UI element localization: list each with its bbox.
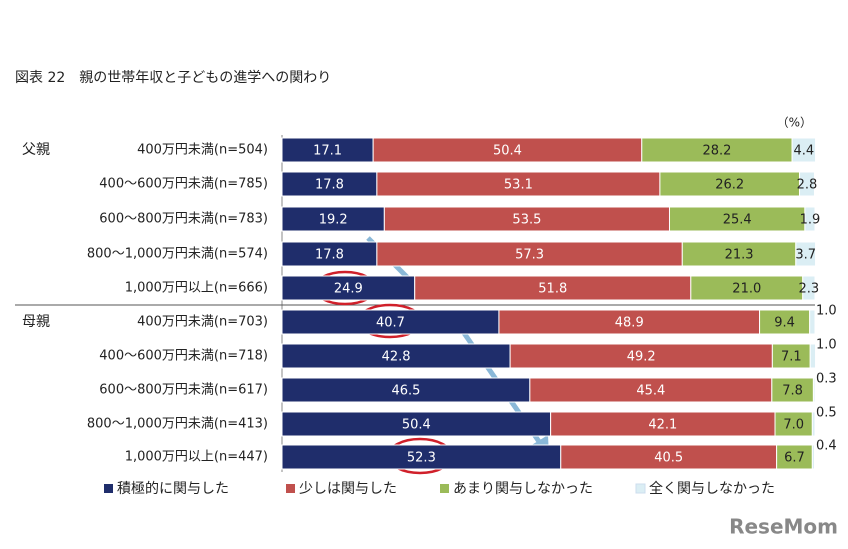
bar-segment — [376, 171, 661, 197]
data-label: 17.8 — [315, 248, 344, 263]
group-label: 母親 — [22, 314, 50, 330]
data-label: 42.1 — [648, 418, 677, 433]
data-label: 25.4 — [723, 213, 752, 228]
bar-segment — [414, 275, 692, 301]
bar-segment — [383, 206, 670, 232]
data-label: 24.9 — [334, 282, 363, 297]
bar-segment — [281, 444, 562, 470]
bar-segment — [281, 343, 511, 369]
data-label: 40.7 — [376, 316, 405, 331]
data-label: 48.9 — [615, 316, 644, 331]
bar-segment — [809, 309, 816, 335]
legend-label: 全く関与しなかった — [649, 480, 775, 497]
bar-segment — [668, 206, 806, 232]
watermark: ReseMom — [729, 515, 838, 539]
bar-segment — [811, 444, 815, 470]
bar-segment — [774, 411, 813, 437]
bar-segment — [281, 411, 552, 437]
data-label: 1.0 — [816, 304, 837, 319]
unit-label: （%） — [777, 116, 812, 130]
data-label: 7.1 — [781, 350, 802, 365]
bar-segment — [641, 137, 793, 163]
data-label: 40.5 — [654, 451, 683, 466]
data-label: 9.4 — [774, 316, 795, 331]
bar-segment — [281, 171, 378, 197]
y-tick-label: 800～1,000万円未満(n=574) — [87, 247, 268, 262]
bar-segment — [376, 241, 683, 267]
data-label: 0.5 — [816, 406, 837, 421]
data-label: 4.4 — [793, 144, 814, 159]
y-tick-label: 600～800万円未満(n=783) — [99, 212, 268, 227]
bar-segment — [550, 411, 776, 437]
data-label: 17.8 — [315, 178, 344, 193]
bar-segment — [811, 411, 816, 437]
bar-segment — [690, 275, 804, 301]
bar-segment — [281, 275, 416, 301]
bar-segment — [372, 137, 643, 163]
y-tick-label: 800～1,000万円未満(n=413) — [87, 417, 268, 432]
legend-label: あまり関与しなかった — [453, 481, 593, 497]
bar-segment — [759, 309, 811, 335]
y-tick-label: 400万円未満(n=703) — [137, 315, 268, 330]
bar-segment — [776, 444, 813, 470]
legend-swatch — [635, 483, 646, 494]
bar-segment — [802, 275, 816, 301]
data-label: 53.5 — [512, 213, 541, 228]
bar-segment — [799, 171, 815, 197]
data-label: 1.9 — [800, 213, 821, 228]
legend-label: 少しは関与した — [299, 481, 397, 497]
data-label: 0.4 — [816, 439, 837, 454]
data-label: 21.3 — [725, 248, 754, 263]
data-label: 57.3 — [515, 248, 544, 263]
group-label: 父親 — [22, 142, 50, 158]
data-label: 46.5 — [391, 384, 420, 399]
legend-swatch — [286, 484, 295, 493]
data-label: 26.2 — [715, 178, 744, 193]
y-tick-label: 1,000万円以上(n=666) — [125, 281, 268, 296]
data-label: 49.2 — [627, 350, 656, 365]
data-label: 53.1 — [504, 178, 533, 193]
data-label: 17.1 — [313, 144, 342, 159]
y-tick-label: 400～600万円未満(n=718) — [99, 349, 268, 364]
data-label: 2.8 — [797, 178, 818, 193]
y-tick-label: 400万円未満(n=504) — [137, 143, 268, 158]
bar-segment — [804, 206, 816, 232]
data-label: 50.4 — [402, 418, 431, 433]
data-label: 52.3 — [407, 451, 436, 466]
bar-segment — [281, 377, 531, 403]
data-label: 19.2 — [319, 213, 348, 228]
bar-segment — [281, 206, 385, 232]
bar-segment — [795, 241, 817, 267]
chart-title: 図表 22 親の世帯年収と子どもの進学への関わり — [15, 70, 331, 86]
bar-segment — [659, 171, 801, 197]
y-tick-label: 600～800万円未満(n=617) — [99, 383, 268, 398]
data-label: 1.0 — [816, 338, 837, 353]
data-label: 7.0 — [783, 418, 804, 433]
data-label: 0.3 — [816, 372, 837, 387]
data-label: 50.4 — [493, 144, 522, 159]
y-tick-label: 1,000万円以上(n=447) — [125, 450, 268, 465]
bar-segment — [281, 309, 500, 335]
legend-swatch — [104, 484, 113, 493]
data-label: 6.7 — [784, 451, 805, 466]
bar-segment — [771, 343, 811, 369]
legend-label: 積極的に関与した — [117, 481, 229, 497]
data-label: 28.2 — [702, 144, 731, 159]
data-label: 2.3 — [799, 282, 820, 297]
bar-segment — [791, 137, 817, 163]
data-label: 3.7 — [795, 248, 816, 263]
data-label: 51.8 — [538, 282, 567, 297]
data-label: 45.4 — [636, 384, 665, 399]
bar-segment — [498, 309, 761, 335]
data-label: 21.0 — [732, 282, 761, 297]
bar-segment — [809, 343, 817, 369]
legend-swatch — [440, 484, 449, 493]
data-label: 42.8 — [382, 350, 411, 365]
y-tick-label: 400～600万円未満(n=785) — [99, 177, 268, 192]
data-label: 7.8 — [782, 384, 803, 399]
bar-segment — [812, 377, 816, 403]
